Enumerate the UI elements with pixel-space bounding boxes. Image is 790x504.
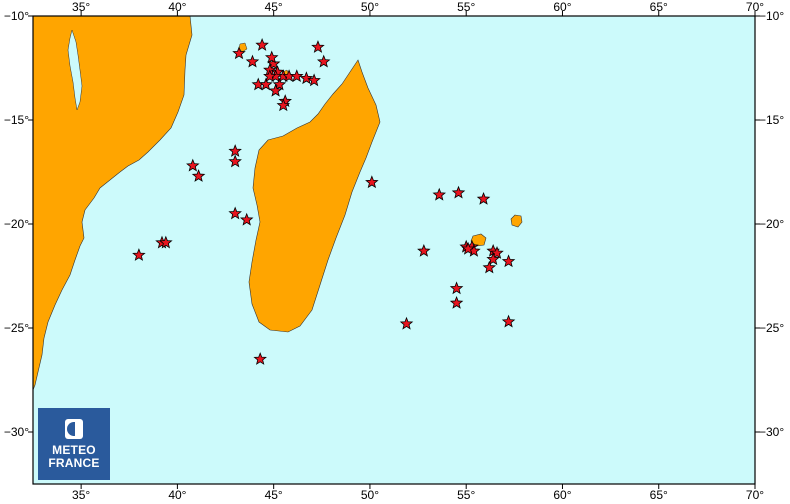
lat-label-right: −25° xyxy=(759,321,784,335)
lon-label-bottom: 60° xyxy=(553,488,571,502)
event-star-icon xyxy=(132,248,146,261)
event-star-icon xyxy=(228,154,242,168)
tick-labels: 35° 35° 40° 40° 45° 45° 50° 50° 55° 55° 60° 60° 65° 6… xyxy=(4,0,785,502)
lon-label-bottom: 45° xyxy=(265,488,283,502)
lon-label-top: 35° xyxy=(72,0,90,14)
axis-ticks xyxy=(28,11,760,489)
lon-label-top: 60° xyxy=(553,0,571,14)
event-star-icon xyxy=(490,246,504,259)
africa-land xyxy=(33,16,193,391)
event-star-icon xyxy=(299,71,314,85)
land-group xyxy=(33,16,523,391)
event-star-icon xyxy=(186,158,200,172)
event-star-icon xyxy=(253,352,267,365)
lat-label-left: −25° xyxy=(4,321,29,335)
lon-label-top: 45° xyxy=(265,0,283,14)
event-star-icon xyxy=(307,73,321,87)
event-star-icon xyxy=(272,77,287,91)
madagascar-land xyxy=(248,59,381,333)
event-star-icon xyxy=(417,243,431,257)
lon-label-top: 55° xyxy=(457,0,475,14)
event-star-icon xyxy=(432,187,446,201)
event-star-icon xyxy=(228,206,242,220)
event-star-icon xyxy=(276,98,291,112)
lat-label-left: −10° xyxy=(4,9,29,23)
event-star-icon xyxy=(449,295,464,309)
map-frame xyxy=(32,15,756,485)
logo-text-france: FRANCE xyxy=(48,456,100,470)
lon-label-top: 65° xyxy=(650,0,668,14)
event-star-icon xyxy=(451,185,466,199)
event-star-icon xyxy=(501,314,516,328)
event-star-icon xyxy=(476,191,491,205)
mauritius-land xyxy=(510,214,523,228)
lon-label-bottom: 50° xyxy=(361,488,379,502)
lat-label-right: −10° xyxy=(759,9,784,23)
meteo-france-emblem-icon xyxy=(65,419,83,439)
event-star-icon xyxy=(449,281,464,295)
lat-label-left: −20° xyxy=(4,217,29,231)
event-star-icon xyxy=(399,316,414,330)
lon-label-bottom: 70° xyxy=(746,488,764,502)
lat-label-left: −15° xyxy=(4,113,29,127)
lon-label-bottom: 55° xyxy=(457,488,475,502)
event-star-icon xyxy=(259,77,273,91)
lon-label-top: 50° xyxy=(361,0,379,14)
meteo-france-logo: METEO FRANCE xyxy=(38,408,110,480)
event-star-icon xyxy=(159,235,173,249)
lat-label-right: −30° xyxy=(759,425,784,439)
lon-label-top: 70° xyxy=(746,0,764,14)
lon-label-bottom: 35° xyxy=(72,488,90,502)
lat-label-left: −30° xyxy=(4,425,29,439)
event-star-icon xyxy=(191,169,206,182)
lat-label-right: −15° xyxy=(759,113,784,127)
lon-label-bottom: 40° xyxy=(168,488,186,502)
event-star-icon xyxy=(228,144,242,157)
event-star-icon xyxy=(482,260,497,274)
event-star-icon xyxy=(290,69,304,83)
event-star-icon xyxy=(365,175,379,189)
event-star-icon xyxy=(232,46,246,60)
event-star-icon xyxy=(264,50,279,64)
event-star-icon xyxy=(311,40,325,53)
event-star-icon xyxy=(501,254,516,268)
lat-label-right: −20° xyxy=(759,217,784,231)
event-star-icon xyxy=(239,212,254,226)
logo-text-meteo: METEO xyxy=(52,443,96,457)
reunion-land xyxy=(470,233,487,247)
events-layer xyxy=(132,38,516,365)
lake-malawi xyxy=(67,29,83,111)
lon-label-top: 40° xyxy=(168,0,186,14)
event-star-icon xyxy=(316,54,331,68)
event-star-icon xyxy=(461,241,475,255)
event-star-icon xyxy=(263,69,277,83)
lon-label-bottom: 65° xyxy=(650,488,668,502)
event-star-icon xyxy=(245,54,260,68)
event-star-icon xyxy=(255,38,269,51)
event-star-icon xyxy=(486,252,500,266)
event-star-icon xyxy=(268,83,283,97)
